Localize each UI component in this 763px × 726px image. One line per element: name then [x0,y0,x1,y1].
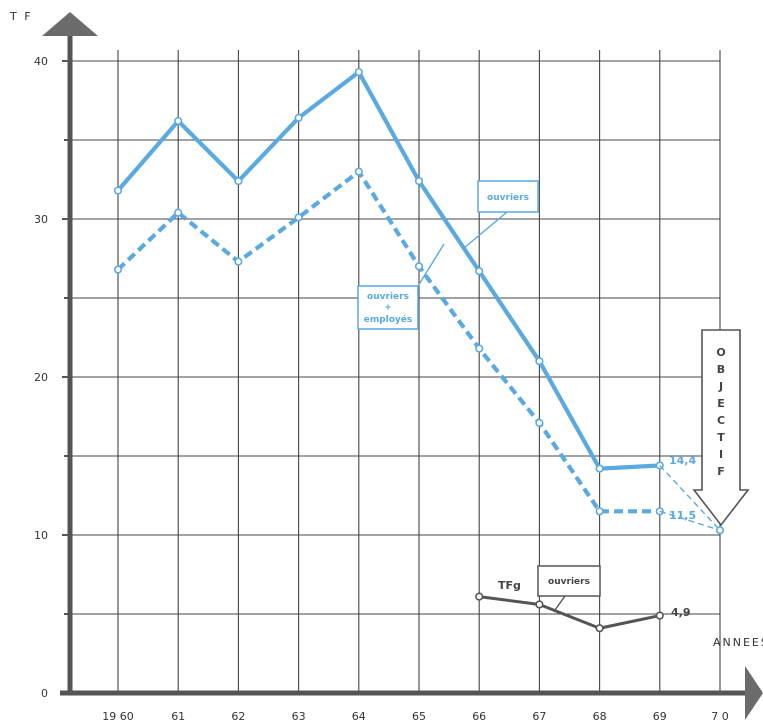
x-axis-arrow [745,666,763,720]
objectif-letter-1: B [717,363,725,376]
x-ticks: 19 60 61 62 63 64 65 66 67 68 69 7 0 [102,710,729,723]
y-ticks: 0 10 20 30 40 [34,55,72,700]
annotation-oe-line2: employés [364,314,413,325]
series-2-point-2 [595,624,604,633]
objectif-letter-6: I [719,448,723,461]
x-tick-label-2: 62 [231,710,245,723]
x-tick-label-1: 61 [171,710,185,723]
series-1-point-0 [113,265,123,274]
series-0-point-2 [234,176,243,186]
series-layer [113,67,725,633]
objectif-arrow-shape [692,329,750,527]
series-line-2 [479,595,661,630]
x-tick-label-9: 69 [653,710,667,723]
series-2-point-3 [655,611,664,620]
objectif-letter-3: E [717,397,725,410]
series-line-1 [116,169,660,514]
series-0-point-5 [414,176,424,186]
objectif-letter-7: F [717,465,725,478]
x-tick-label-0: 19 60 [102,710,134,723]
annotation-tfg-label: TFg [498,579,521,592]
annotation-ouvriers: ouvriers [463,180,539,249]
series-1-point-2 [234,257,243,266]
series-1-point-6 [475,344,484,353]
objectif-letter-2: J [718,380,723,393]
x-tick-label-5: 65 [412,710,426,723]
series-1-point-4 [354,167,363,176]
x-axis-label: ANNEES [713,636,763,649]
value-tfg-1969: 4,9 [671,606,691,619]
projection-employes [659,510,721,531]
series-line-0 [116,69,660,471]
objectif-letter-5: T [717,431,725,444]
series-0-point-3 [294,113,303,122]
y-axis-arrow [42,12,98,36]
annotation-oe-plus: + [384,303,392,313]
series-1-point-1 [174,208,183,217]
x-axis: ANNEES [60,636,763,720]
x-tick-label-3: 63 [292,710,306,723]
objectif-point [715,526,725,535]
series-0-point-1 [174,116,183,126]
series-1-point-7 [535,418,544,427]
annotation-tfg: ouvriers TFg [498,565,601,611]
objectif-letter-0: O [716,346,725,359]
series-0-point-0 [113,186,123,195]
series-0-point-7 [535,357,544,366]
series-2-point-1 [535,600,544,609]
x-tick-label-6: 66 [472,710,486,723]
y-tick-label-20: 20 [34,371,48,384]
y-tick-label-30: 30 [34,213,48,226]
objectif-letter-4: C [717,414,725,427]
x-tick-label-8: 68 [593,710,607,723]
series-1-point-5 [414,262,424,271]
annotation-tfg-box-text: ouvriers [548,577,590,587]
projection-ouvriers [659,465,721,531]
series-0-point-8 [595,464,604,473]
series-0-point-6 [475,267,484,276]
value-employes-1969: 11,5 [669,509,696,522]
series-2-point-0 [475,592,484,601]
x-tick-label-10: 7 0 [711,710,729,723]
y-tick-label-10: 10 [34,529,48,542]
annotation-ouvriers-text: ouvriers [487,193,529,203]
y-axis-label: T F [9,10,33,23]
annotation-ouvriers-employes: ouvriers + employés [357,243,445,330]
y-tick-label-0: 0 [41,687,48,700]
x-tick-label-4: 64 [352,710,366,723]
value-ouvriers-1969: 14,4 [669,454,696,467]
series-1-point-8 [595,507,604,516]
y-axis: T F [9,10,98,695]
series-1-point-3 [294,213,303,222]
grid [70,50,721,693]
series-0-point-4 [354,67,363,77]
y-tick-label-40: 40 [34,55,48,68]
annotation-oe-line1: ouvriers [367,292,409,302]
x-tick-label-7: 67 [532,710,546,723]
